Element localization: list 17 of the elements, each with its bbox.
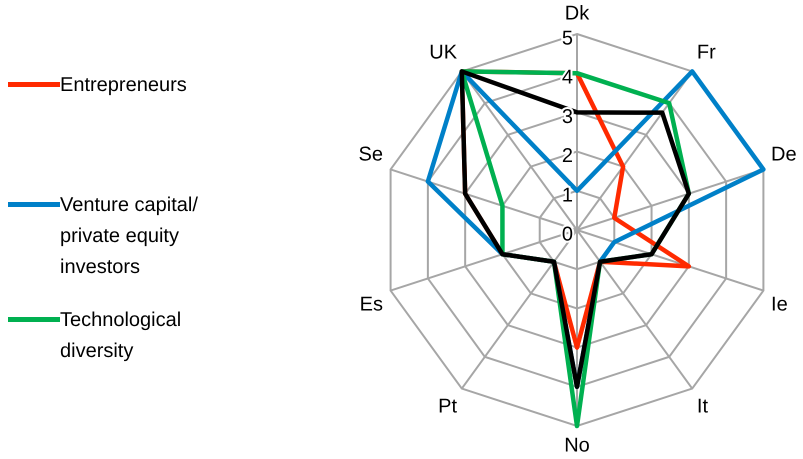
spoke-label: Fr [696, 41, 716, 64]
y-tick-label: 2 [562, 145, 573, 168]
spoke-label: Ie [771, 294, 788, 316]
legend-label: Technological diversity [60, 308, 182, 364]
spoke-label: Se [358, 143, 383, 166]
spoke-label: It [696, 396, 708, 418]
spoke-label: No [564, 434, 590, 457]
spoke-label: De [771, 143, 797, 166]
spoke-label: Es [360, 294, 383, 316]
spoke-label: UK [429, 41, 458, 64]
legend-label: Venture capital/ private equity investors [60, 193, 199, 280]
y-tick-label: 5 [562, 28, 573, 50]
y-tick-label: 0 [562, 224, 573, 246]
legend-label: Entrepreneurs [60, 73, 187, 98]
spoke-label: Pt [438, 396, 458, 418]
spoke-label: Dk [564, 2, 590, 25]
y-tick-label: 1 [562, 184, 573, 206]
